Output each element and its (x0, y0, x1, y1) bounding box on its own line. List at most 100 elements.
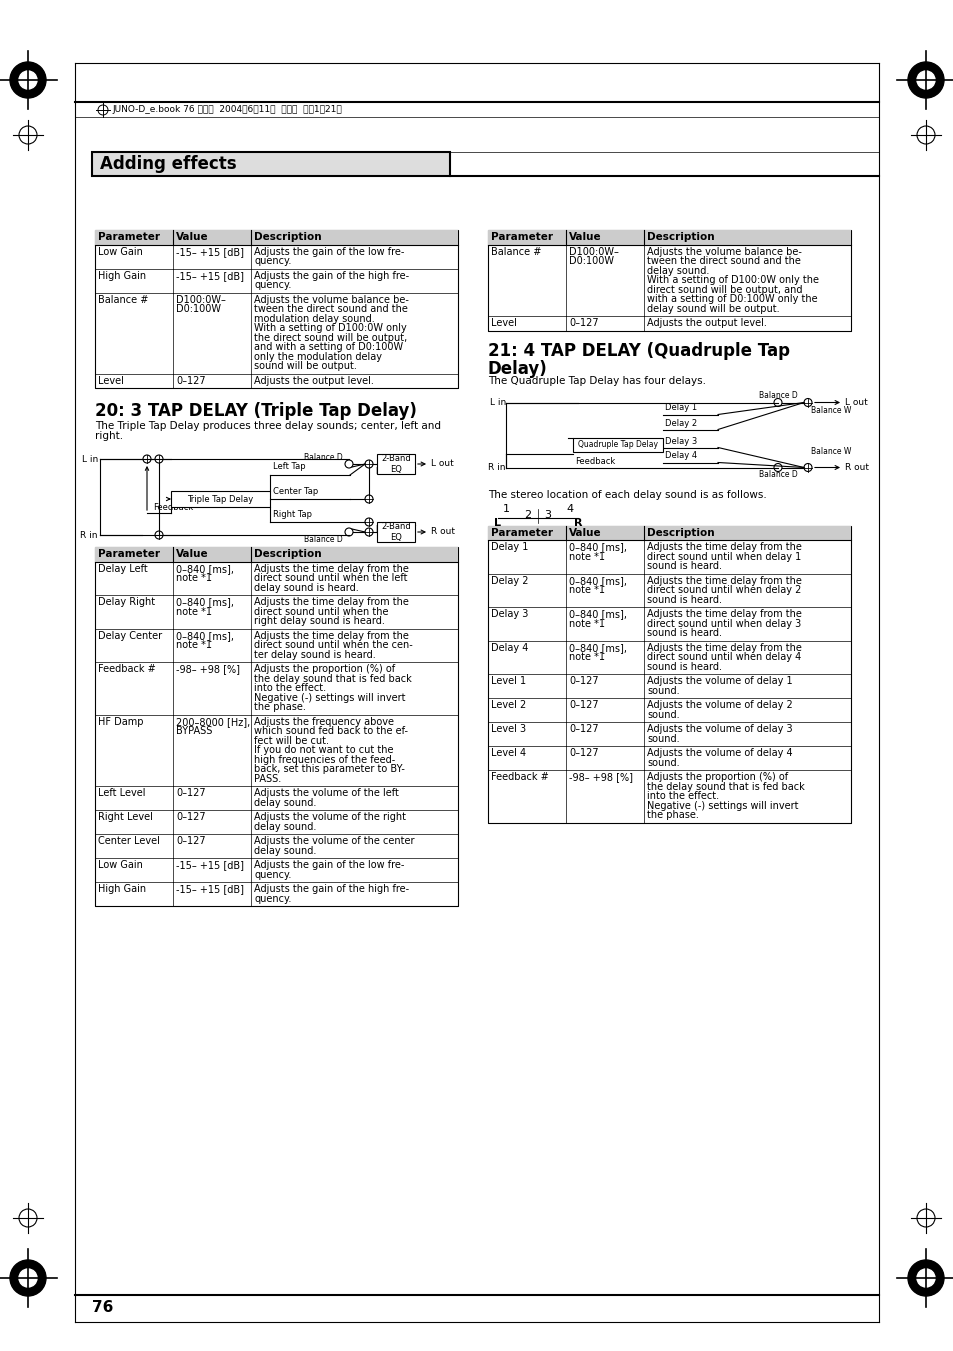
Text: 3: 3 (544, 509, 551, 520)
Text: PASS.: PASS. (253, 774, 281, 784)
Text: into the effect.: into the effect. (253, 684, 326, 693)
Text: D100:0W–: D100:0W– (568, 247, 618, 257)
Text: Adjusts the volume of the left: Adjusts the volume of the left (253, 788, 398, 798)
Text: L out: L out (431, 459, 454, 469)
Circle shape (10, 62, 46, 99)
Text: Right Level: Right Level (98, 812, 152, 823)
Text: Adjusts the gain of the low fre-: Adjusts the gain of the low fre- (253, 247, 404, 257)
Text: sound.: sound. (646, 686, 679, 696)
Text: quency.: quency. (253, 280, 292, 290)
Text: ter delay sound is heard.: ter delay sound is heard. (253, 650, 375, 659)
Text: R: R (573, 519, 581, 528)
Circle shape (10, 1260, 46, 1296)
Text: The stereo location of each delay sound is as follows.: The stereo location of each delay sound … (488, 490, 766, 500)
Text: Balance D: Balance D (758, 390, 797, 400)
Bar (488, 526, 850, 540)
Text: 4: 4 (566, 504, 573, 515)
Text: 0–840 [ms],: 0–840 [ms], (176, 631, 233, 640)
Bar (376, 454, 415, 474)
Text: Left Tap: Left Tap (273, 462, 305, 471)
Text: Level: Level (98, 376, 124, 386)
Text: 0–127: 0–127 (176, 836, 206, 846)
Text: Adjusts the volume of delay 2: Adjusts the volume of delay 2 (646, 700, 792, 711)
Text: BYPASS: BYPASS (176, 727, 213, 736)
Text: Balance #: Balance # (98, 295, 149, 305)
Bar (376, 521, 415, 542)
Text: Adding effects: Adding effects (100, 155, 236, 173)
Circle shape (19, 72, 37, 89)
Text: and with a setting of D0:100W: and with a setting of D0:100W (253, 342, 403, 353)
Text: Value: Value (568, 232, 601, 242)
Text: high frequencies of the feed-: high frequencies of the feed- (253, 755, 395, 765)
Bar (95, 547, 457, 907)
Text: 0–127: 0–127 (568, 700, 598, 711)
Text: Value: Value (176, 232, 209, 242)
Text: direct sound until when delay 1: direct sound until when delay 1 (646, 551, 801, 562)
Text: direct sound until when delay 2: direct sound until when delay 2 (646, 585, 801, 596)
Text: Adjusts the volume balance be-: Adjusts the volume balance be- (253, 295, 409, 305)
Text: Adjusts the volume of delay 1: Adjusts the volume of delay 1 (646, 677, 792, 686)
Circle shape (19, 1269, 37, 1288)
Text: Delay 4: Delay 4 (664, 451, 697, 461)
Text: back, set this parameter to BY-: back, set this parameter to BY- (253, 765, 404, 774)
Text: Adjusts the gain of the low fre-: Adjusts the gain of the low fre- (253, 861, 404, 870)
Text: 0–840 [ms],: 0–840 [ms], (568, 643, 626, 653)
Text: direct sound until when the: direct sound until when the (253, 607, 388, 617)
Text: Feedback: Feedback (152, 503, 193, 512)
Text: 2-Band
EQ: 2-Band EQ (381, 523, 411, 542)
Text: 2: 2 (524, 509, 531, 520)
Text: sound is heard.: sound is heard. (646, 662, 721, 671)
Text: Adjusts the time delay from the: Adjusts the time delay from the (253, 631, 409, 640)
Text: 0–127: 0–127 (176, 812, 206, 823)
Text: the phase.: the phase. (646, 811, 699, 820)
Circle shape (916, 1269, 934, 1288)
Text: 20: 3 TAP DELAY (Triple Tap Delay): 20: 3 TAP DELAY (Triple Tap Delay) (95, 403, 416, 420)
Text: Balance D: Balance D (758, 470, 797, 480)
Text: note *1: note *1 (568, 585, 604, 596)
Text: the direct sound will be output,: the direct sound will be output, (253, 332, 407, 343)
Text: Adjusts the gain of the high fre-: Adjusts the gain of the high fre- (253, 885, 409, 894)
Text: Feedback #: Feedback # (98, 665, 155, 674)
Text: sound will be output.: sound will be output. (253, 361, 356, 372)
Text: Adjusts the gain of the high fre-: Adjusts the gain of the high fre- (253, 270, 409, 281)
Text: Balance D: Balance D (304, 535, 343, 543)
Text: L in: L in (489, 399, 505, 407)
Text: Adjusts the volume of the right: Adjusts the volume of the right (253, 812, 406, 823)
Text: quency.: quency. (253, 870, 292, 880)
Text: sound.: sound. (646, 709, 679, 720)
Text: Parameter: Parameter (491, 528, 553, 538)
Text: Level 4: Level 4 (491, 748, 525, 758)
Text: only the modulation delay: only the modulation delay (253, 351, 382, 362)
Text: note *1: note *1 (568, 551, 604, 562)
Bar (488, 230, 850, 245)
Text: L: L (494, 519, 501, 528)
Text: The Quadruple Tap Delay has four delays.: The Quadruple Tap Delay has four delays. (488, 377, 705, 386)
Text: 0–127: 0–127 (568, 319, 598, 328)
Bar (95, 230, 457, 245)
Bar (488, 230, 850, 331)
Text: quency.: quency. (253, 894, 292, 904)
Text: the delay sound that is fed back: the delay sound that is fed back (253, 674, 412, 684)
Text: Description: Description (253, 550, 321, 559)
Text: fect will be cut.: fect will be cut. (253, 736, 329, 746)
Text: 0–840 [ms],: 0–840 [ms], (568, 542, 626, 553)
Text: Center Level: Center Level (98, 836, 160, 846)
Text: High Gain: High Gain (98, 885, 146, 894)
Text: 0–127: 0–127 (568, 724, 598, 734)
Text: note *1: note *1 (568, 653, 604, 662)
Text: Balance #: Balance # (491, 247, 540, 257)
Text: Negative (-) settings will invert: Negative (-) settings will invert (646, 801, 798, 811)
Text: Low Gain: Low Gain (98, 247, 143, 257)
Circle shape (907, 1260, 943, 1296)
Text: With a setting of D100:0W only: With a setting of D100:0W only (253, 323, 406, 334)
Text: High Gain: High Gain (98, 270, 146, 281)
Text: Delay 1: Delay 1 (491, 542, 528, 553)
Text: Adjusts the output level.: Adjusts the output level. (646, 319, 766, 328)
Text: Negative (-) settings will invert: Negative (-) settings will invert (253, 693, 405, 703)
Text: Balance D: Balance D (304, 453, 343, 462)
Text: 0–127: 0–127 (176, 376, 206, 386)
Text: note *1: note *1 (568, 619, 604, 628)
Text: Adjusts the output level.: Adjusts the output level. (253, 376, 374, 386)
Text: Level 1: Level 1 (491, 677, 525, 686)
Text: -15– +15 [dB]: -15– +15 [dB] (176, 861, 244, 870)
